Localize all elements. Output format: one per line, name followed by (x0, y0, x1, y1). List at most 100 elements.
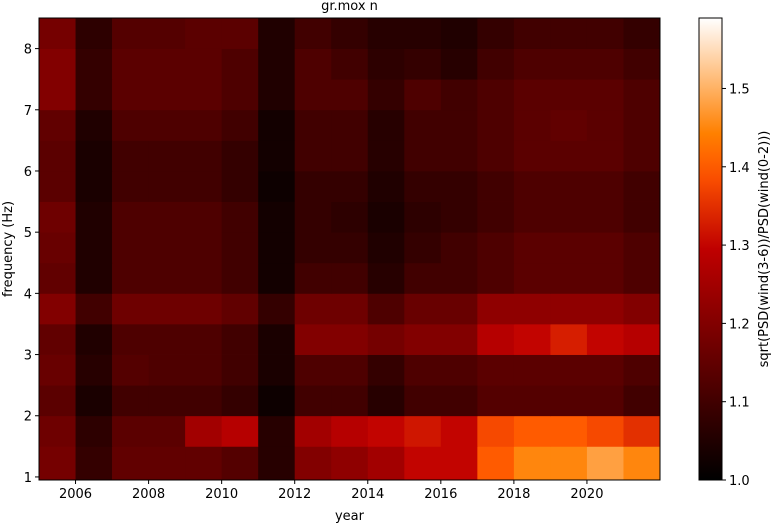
heat-cell (550, 293, 588, 325)
heat-cell (39, 140, 76, 172)
heat-cell (404, 415, 442, 447)
heat-cell (550, 48, 588, 80)
heat-cell (550, 354, 588, 386)
heat-cell (221, 170, 259, 202)
heat-cell (258, 170, 296, 202)
heat-cell (440, 323, 478, 355)
heat-cell (404, 140, 442, 172)
heat-cell (294, 79, 332, 111)
heat-cell (367, 415, 405, 447)
heat-cell (586, 79, 624, 111)
heat-cell (112, 140, 149, 172)
heat-cell (550, 201, 588, 233)
heat-cell (112, 48, 149, 80)
heat-cell (185, 201, 223, 233)
heat-cell (513, 232, 551, 264)
heat-cell (404, 293, 442, 325)
heat-cell (440, 201, 478, 233)
heat-cell (513, 323, 551, 355)
heat-cell (294, 354, 332, 386)
heat-cell (112, 293, 149, 325)
heat-cell (586, 354, 624, 386)
heat-cell (331, 262, 369, 294)
heat-cell (550, 79, 588, 111)
heat-cell (477, 109, 515, 141)
heat-cell (185, 232, 223, 264)
heat-cell (148, 323, 186, 355)
heat-cell (586, 109, 624, 141)
heat-cell (112, 109, 149, 141)
heat-cell (75, 140, 113, 172)
heat-cell (513, 48, 551, 80)
heat-cell (148, 385, 186, 417)
heat-cell (623, 48, 661, 80)
heat-cell (221, 323, 259, 355)
heat-cell (331, 415, 369, 447)
heat-cell (75, 385, 113, 417)
heat-cell (258, 18, 296, 49)
heat-cell (39, 323, 76, 355)
heat-cell (185, 79, 223, 111)
heat-cell (294, 415, 332, 447)
heat-cell (367, 446, 405, 481)
heat-cell (185, 48, 223, 80)
heat-cell (404, 262, 442, 294)
heat-cell (367, 354, 405, 386)
heat-cell (185, 170, 223, 202)
heat-cell (477, 262, 515, 294)
y-tick-label: 8 (24, 43, 32, 58)
heat-cell (112, 354, 149, 386)
heat-cell (404, 446, 442, 481)
y-tick-label: 2 (24, 410, 32, 425)
heat-cell (513, 354, 551, 386)
heat-cell (148, 140, 186, 172)
heat-cell (367, 293, 405, 325)
heat-cell (477, 323, 515, 355)
heat-cell (39, 262, 76, 294)
heat-cell (331, 18, 369, 49)
colorbar-label: sqrt(PSD(wind(3-6))/PSD(wind(0-2))) (757, 131, 772, 368)
heat-cell (112, 170, 149, 202)
y-tick-label: 1 (24, 471, 32, 486)
heat-cell (477, 201, 515, 233)
heat-cell (39, 354, 76, 386)
heat-cell (148, 415, 186, 447)
heat-cell (440, 232, 478, 264)
heat-cell (367, 109, 405, 141)
heat-cell (112, 446, 149, 481)
heat-cell (623, 232, 661, 264)
heat-cell (331, 48, 369, 80)
heat-cell (75, 262, 113, 294)
heat-cell (39, 415, 76, 447)
heat-cell (221, 18, 259, 49)
heat-cell (258, 79, 296, 111)
heat-cell (513, 79, 551, 111)
chart-title: gr.mox n (321, 0, 378, 14)
heat-cell (550, 323, 588, 355)
heat-cell (550, 415, 588, 447)
heat-cell (221, 385, 259, 417)
heat-cell (367, 385, 405, 417)
heat-cell (112, 415, 149, 447)
heat-cell (367, 18, 405, 49)
heat-cell (294, 140, 332, 172)
heat-cell (623, 140, 661, 172)
x-tick-label: 2008 (132, 487, 165, 502)
heat-cell (477, 354, 515, 386)
heat-cell (404, 109, 442, 141)
heat-cell (367, 79, 405, 111)
heat-cell (623, 446, 661, 481)
heat-cell (148, 446, 186, 481)
heat-cell (294, 262, 332, 294)
heat-cell (623, 109, 661, 141)
heat-cell (367, 170, 405, 202)
heat-cell (112, 79, 149, 111)
heat-cell (75, 446, 113, 481)
heat-cell (331, 293, 369, 325)
heat-cell (404, 18, 442, 49)
heat-cell (550, 140, 588, 172)
heat-cell (112, 201, 149, 233)
heat-cell (185, 109, 223, 141)
heat-cell (440, 140, 478, 172)
heatmap (39, 18, 661, 481)
